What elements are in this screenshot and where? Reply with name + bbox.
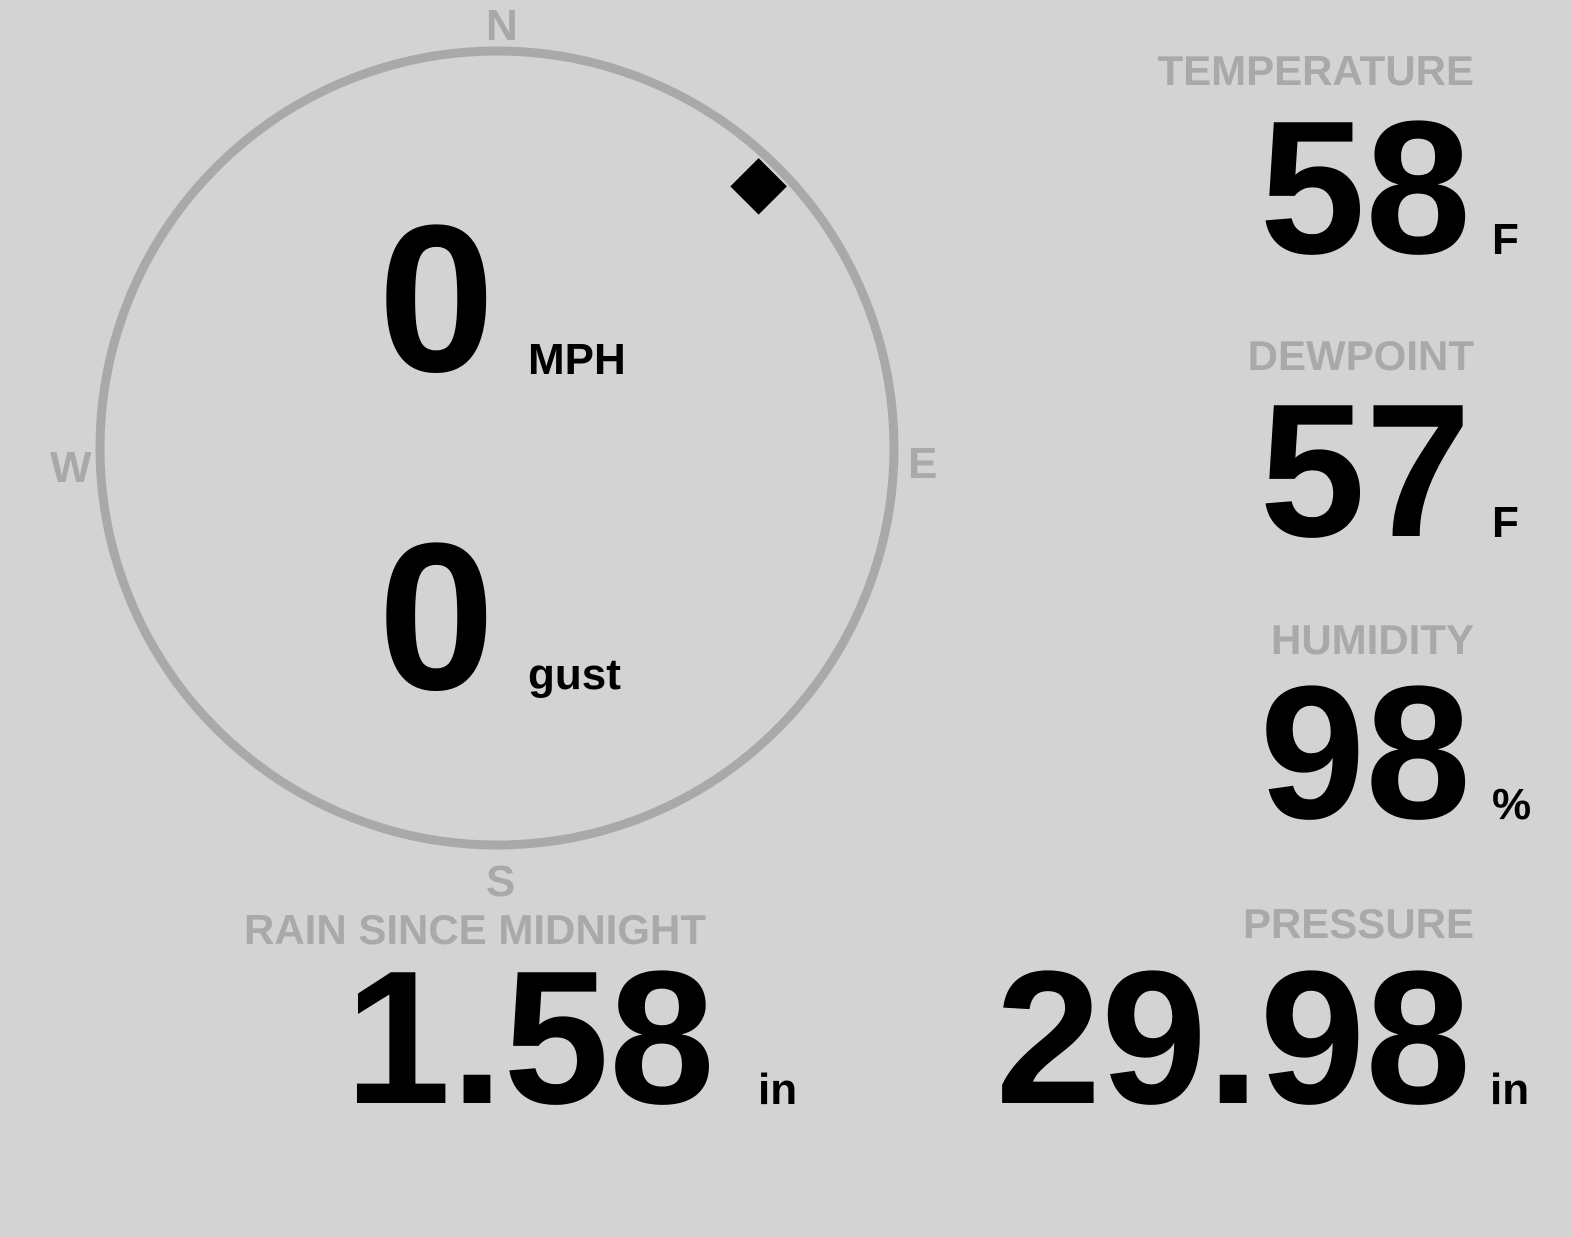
wind-gust-unit: gust <box>528 650 621 699</box>
wind-speed-value: 0 <box>378 181 495 416</box>
dewpoint-label: DEWPOINT <box>1247 332 1474 379</box>
wind-speed-unit: MPH <box>528 335 626 384</box>
compass-ring <box>95 46 899 850</box>
temperature-value: 58 <box>1259 82 1471 294</box>
temperature-unit: F <box>1492 215 1519 264</box>
humidity-unit: % <box>1492 780 1532 829</box>
rain-value: 1.58 <box>345 932 715 1144</box>
compass-west: W <box>50 443 92 492</box>
dewpoint-value: 57 <box>1259 365 1471 577</box>
rain-label: RAIN SINCE MIDNIGHT <box>244 906 706 953</box>
dewpoint-unit: F <box>1492 498 1519 547</box>
pressure-label: PRESSURE <box>1242 900 1474 947</box>
compass-east: E <box>908 439 938 488</box>
rain-unit: in <box>758 1065 798 1114</box>
temperature-label: TEMPERATURE <box>1157 47 1474 94</box>
pressure-unit: in <box>1490 1065 1530 1114</box>
humidity-value: 98 <box>1259 647 1471 859</box>
pressure-value: 29.98 <box>995 932 1471 1144</box>
wind-gust-value: 0 <box>378 499 495 734</box>
compass-north: N <box>486 1 518 50</box>
compass-south: S <box>486 857 516 906</box>
humidity-label: HUMIDITY <box>1271 616 1474 663</box>
